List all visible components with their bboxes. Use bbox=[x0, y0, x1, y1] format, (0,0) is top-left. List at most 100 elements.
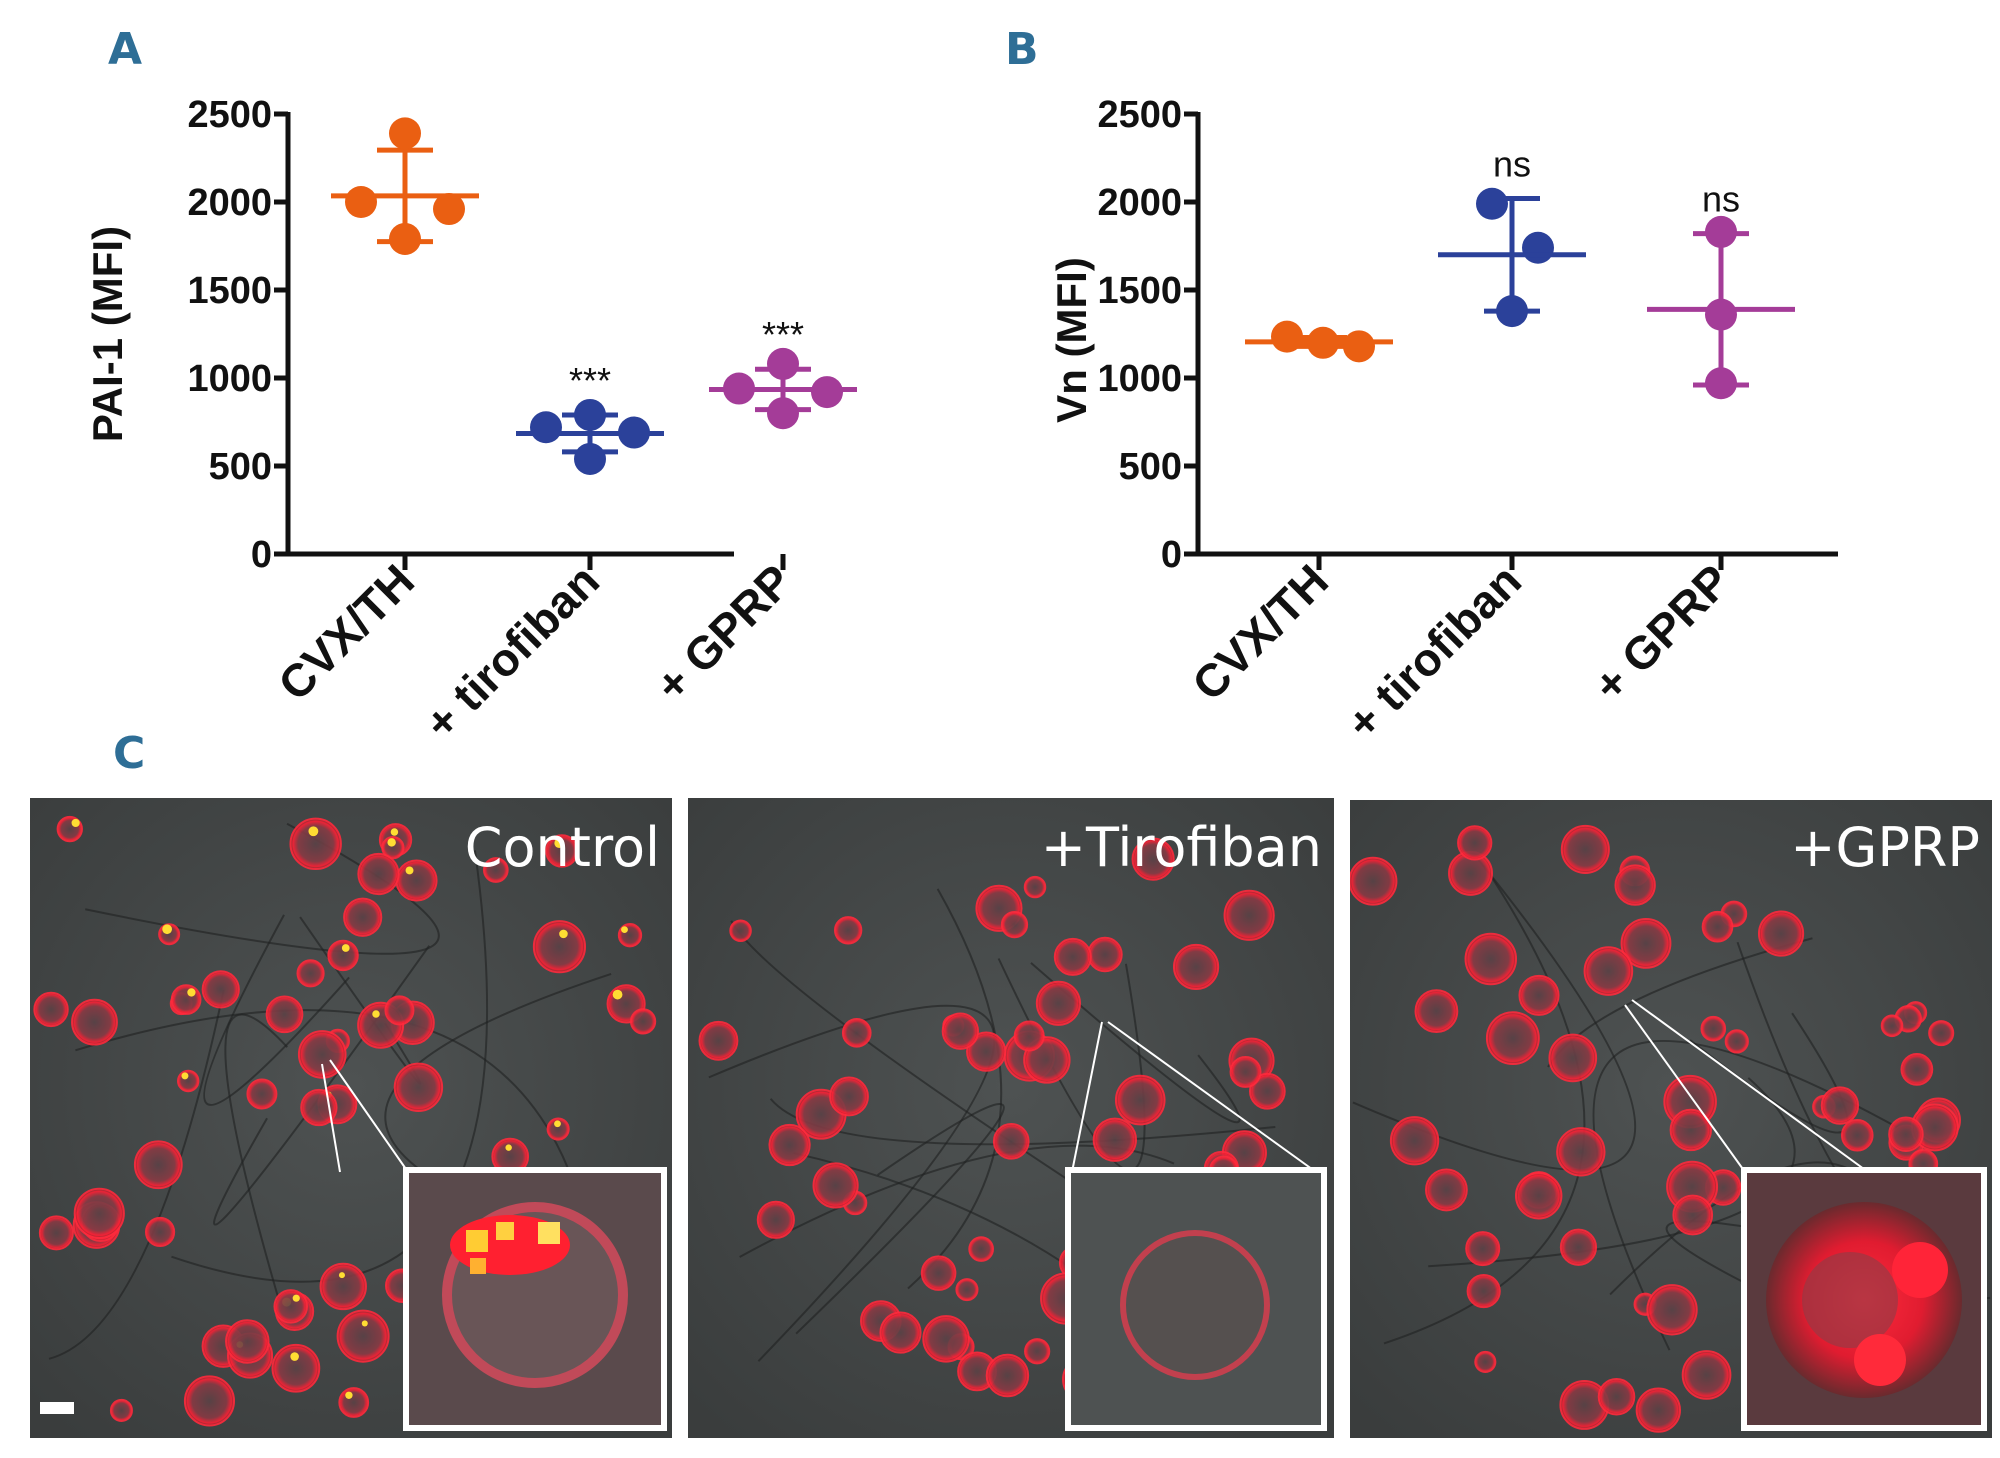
micrograph-tirofiban: +Tirofiban bbox=[688, 798, 1334, 1438]
cell bbox=[1614, 864, 1656, 906]
cell bbox=[327, 939, 359, 972]
cell-marker bbox=[345, 1391, 353, 1399]
cell bbox=[841, 1017, 872, 1048]
cell bbox=[1013, 1020, 1045, 1052]
y-tick-label-b-4: 2000 bbox=[1097, 182, 1182, 224]
cell bbox=[1092, 1117, 1137, 1162]
fiber bbox=[907, 888, 1003, 1290]
cell bbox=[698, 1020, 739, 1061]
cell-marker bbox=[341, 944, 350, 952]
cell bbox=[1249, 1072, 1286, 1110]
cell bbox=[545, 834, 579, 868]
cell bbox=[109, 1398, 133, 1422]
cell bbox=[879, 1311, 922, 1354]
cell-marker bbox=[338, 1272, 345, 1279]
cell-marker bbox=[559, 929, 568, 939]
y-tick-label-a-1: 500 bbox=[209, 446, 272, 488]
cell-marker bbox=[372, 1010, 380, 1018]
cell bbox=[338, 1387, 370, 1418]
cell bbox=[1087, 936, 1123, 973]
cell bbox=[1757, 910, 1805, 957]
cell bbox=[1053, 937, 1092, 976]
scale-bar bbox=[40, 1402, 74, 1414]
cell bbox=[1880, 1014, 1904, 1038]
y-tick-label-b-2: 1000 bbox=[1097, 358, 1182, 400]
y-axis-title-b: Vn (MFI) bbox=[1048, 257, 1095, 423]
cell bbox=[336, 1309, 390, 1363]
cell bbox=[1820, 1086, 1860, 1125]
y-tick-label-b-1: 500 bbox=[1119, 446, 1182, 488]
cell bbox=[144, 1216, 176, 1248]
y-tick-label-a-4: 2000 bbox=[187, 182, 272, 224]
y-axis-title-a: PAI-1 (MFI) bbox=[84, 226, 131, 442]
y-tick-label-a-3: 1500 bbox=[187, 270, 272, 312]
fiber bbox=[1030, 962, 1241, 1124]
cell-marker bbox=[387, 838, 396, 847]
cell bbox=[1424, 1168, 1468, 1212]
cell bbox=[992, 1123, 1030, 1160]
cell bbox=[1223, 889, 1275, 941]
chart-vn: B 0 500 1000 1500 2000 2500 Vn (MFI) CVX/TH+ ti… bbox=[1005, 24, 1838, 740]
cell bbox=[1485, 1011, 1540, 1066]
cell-marker bbox=[505, 1144, 512, 1151]
significance-label-a-2: *** bbox=[762, 314, 804, 355]
cell bbox=[246, 1078, 278, 1110]
cell bbox=[1466, 1274, 1501, 1309]
cell bbox=[1701, 910, 1734, 943]
cell bbox=[1556, 1127, 1606, 1177]
cell bbox=[1635, 1387, 1681, 1433]
cell-marker bbox=[187, 988, 196, 997]
cell bbox=[176, 1069, 200, 1093]
data-point-b-2-1 bbox=[1705, 298, 1737, 331]
cell bbox=[343, 897, 383, 937]
cell bbox=[1474, 1350, 1497, 1373]
cell bbox=[482, 857, 509, 883]
cell bbox=[73, 1187, 125, 1239]
cell bbox=[1724, 1029, 1749, 1054]
micrograph-gprp: +GPRP bbox=[1350, 800, 1992, 1438]
cell-marker bbox=[554, 838, 565, 849]
cell bbox=[968, 1236, 995, 1262]
cell bbox=[985, 1353, 1030, 1398]
cell bbox=[1000, 911, 1029, 939]
cell bbox=[1597, 1377, 1636, 1416]
data-point-b-1-2 bbox=[1496, 295, 1528, 328]
fiber bbox=[213, 945, 431, 1226]
cell bbox=[1646, 1284, 1698, 1336]
label-control: Control bbox=[465, 816, 660, 879]
data-point-a-1-3 bbox=[574, 442, 606, 475]
panel-label-c: C bbox=[113, 728, 145, 779]
cell bbox=[833, 916, 863, 945]
cell bbox=[71, 998, 118, 1046]
cell bbox=[271, 1343, 321, 1393]
cell bbox=[289, 817, 342, 871]
data-point-b-0-2 bbox=[1343, 330, 1375, 363]
marks-a: *** *** bbox=[331, 117, 857, 475]
cell bbox=[183, 1375, 236, 1427]
label-gprp: +GPRP bbox=[1790, 816, 1980, 879]
cell bbox=[1389, 1116, 1440, 1166]
cell bbox=[395, 859, 438, 902]
cell bbox=[1928, 1020, 1955, 1047]
y-tick-label-a-0: 0 bbox=[251, 534, 272, 576]
cell bbox=[1457, 825, 1493, 861]
fiber bbox=[224, 1013, 289, 1303]
cell-marker bbox=[405, 866, 414, 875]
cell bbox=[812, 1162, 859, 1209]
cell bbox=[966, 1031, 1007, 1072]
inset-tirofiban bbox=[1065, 1167, 1327, 1431]
fiber bbox=[769, 1098, 1276, 1146]
micrograph-control: Control bbox=[30, 798, 672, 1438]
cell bbox=[546, 1117, 570, 1141]
panel-label-b: B bbox=[1005, 24, 1039, 75]
data-point-b-2-0 bbox=[1705, 215, 1737, 248]
panel-c: C Control +Tirofiban +GPRP bbox=[30, 728, 1992, 1438]
cell bbox=[1560, 824, 1610, 874]
panel-label-a: A bbox=[108, 24, 142, 75]
marks-b: ns ns bbox=[1245, 143, 1795, 400]
y-tick-label-a-5: 2500 bbox=[187, 94, 272, 136]
data-point-b-1-1 bbox=[1522, 231, 1554, 264]
cell-marker bbox=[181, 1072, 189, 1080]
cell bbox=[768, 1123, 811, 1167]
cell bbox=[265, 995, 304, 1034]
